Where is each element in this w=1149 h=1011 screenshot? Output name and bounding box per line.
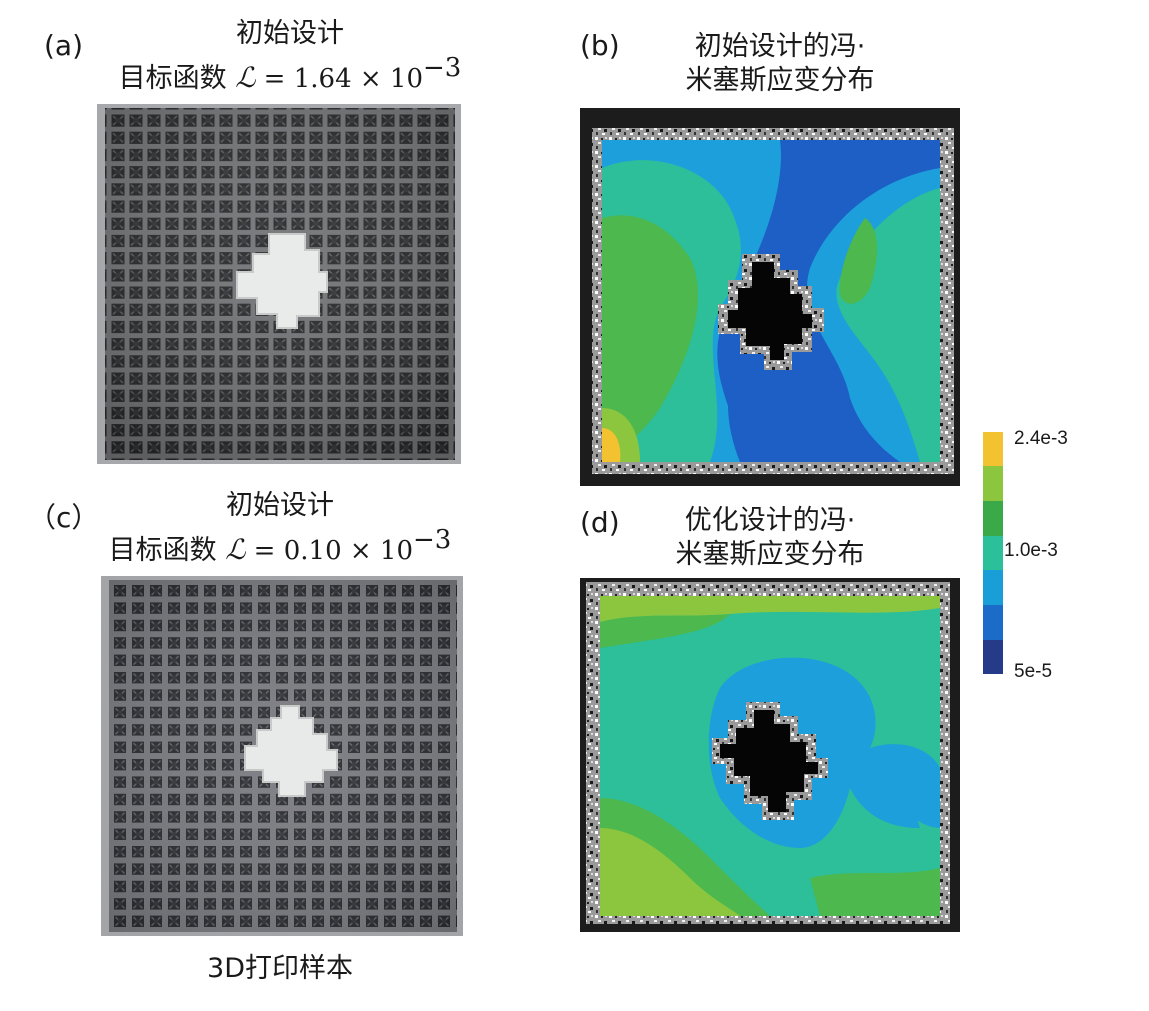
colorbar-label-min: 5e-5 <box>1014 661 1053 682</box>
colorbar-segment-7 <box>983 640 1003 674</box>
panel-a-tag: (a) <box>44 29 84 62</box>
panel-c-formula-exponent: −3 <box>413 525 452 555</box>
colorbar-segment-2 <box>983 466 1003 501</box>
figure-caption: 3D打印样本 <box>207 953 353 984</box>
colorbar-label-mid: 1.0e-3 <box>1004 540 1058 561</box>
panel-c-sample-photo <box>101 576 463 936</box>
panel-c-formula: 目标函数 ℒ = 0.10 × 10−3 <box>95 524 465 567</box>
panel-a-formula-symbol: ℒ <box>235 61 256 94</box>
colorbar-label-max: 2.4e-3 <box>1014 428 1068 449</box>
colorbar-segment-4 <box>983 536 1003 570</box>
colorbar-segment-3 <box>983 501 1003 536</box>
panel-b-tag: (b) <box>580 29 620 62</box>
colorbar-segment-6 <box>983 605 1003 640</box>
panel-a-sample-photo <box>97 104 461 464</box>
panel-b-title: 初始设计的冯· 米塞斯应变分布 <box>620 31 940 97</box>
panel-a-formula: 目标函数 ℒ = 1.64 × 10−3 <box>100 52 480 95</box>
panel-d-title-line2: 米塞斯应变分布 <box>675 539 865 570</box>
panel-c-formula-symbol: ℒ <box>225 533 246 566</box>
panel-a-formula-exponent: −3 <box>423 53 462 83</box>
panel-c-title-line1: 初始设计 <box>226 490 334 521</box>
colorbar <box>983 432 1003 674</box>
panel-c-formula-value: = 0.10 × 10 <box>245 536 414 566</box>
panel-d-title: 优化设计的冯· 米塞斯应变分布 <box>610 505 930 571</box>
panel-b-strain-map <box>580 108 960 486</box>
panel-c-formula-prefix: 目标函数 <box>108 535 226 566</box>
panel-b-title-line1: 初始设计的冯· <box>694 31 866 62</box>
panel-a-title: 初始设计 目标函数 ℒ = 1.64 × 10−3 <box>100 18 480 95</box>
panel-d-title-line1: 优化设计的冯· <box>684 505 856 536</box>
panel-d-tag: (d) <box>580 506 620 539</box>
panel-a-title-line1: 初始设计 <box>236 18 344 49</box>
panel-c-title: 初始设计 目标函数 ℒ = 0.10 × 10−3 <box>95 490 465 567</box>
panel-a-formula-value: = 1.64 × 10 <box>255 64 424 94</box>
panel-b-title-line2: 米塞斯应变分布 <box>685 65 875 96</box>
colorbar-segment-5 <box>983 570 1003 605</box>
panel-a-formula-prefix: 目标函数 <box>118 63 236 94</box>
colorbar-segment-1 <box>983 432 1003 466</box>
panel-d-strain-map <box>580 578 960 932</box>
panel-c-tag: （c） <box>28 501 100 534</box>
